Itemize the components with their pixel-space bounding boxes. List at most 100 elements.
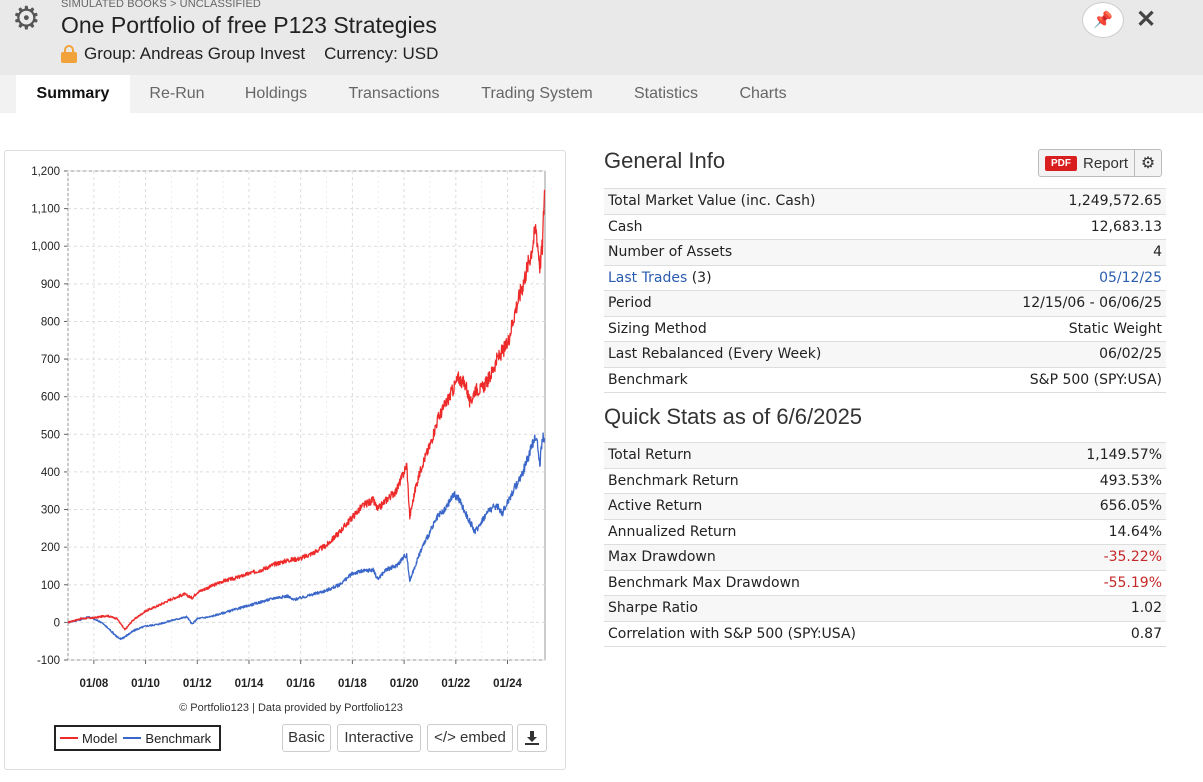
table-row: Benchmark Max Drawdown -55.19% [604, 571, 1166, 596]
table-row: Max Drawdown -35.22% [604, 545, 1166, 571]
download-icon [525, 731, 539, 745]
row-value: 12/15/06 - 06/06/25 [1022, 295, 1162, 312]
row-value: 1.02 [1130, 600, 1162, 617]
page-title: One Portfolio of free P123 Strategies [61, 12, 437, 38]
group-currency-row: Group: Andreas Group Invest Currency: US… [61, 44, 438, 64]
last-trades-date-link[interactable]: 05/12/25 [1099, 269, 1162, 286]
pin-icon: 📌 [1093, 12, 1113, 29]
y-tick-label: 400 [41, 467, 60, 479]
table-row: Sharpe Ratio 1.02 [604, 596, 1166, 622]
pin-button[interactable]: 📌 [1082, 2, 1124, 38]
y-tick-label: 900 [41, 279, 60, 291]
x-tick-label: 01/20 [390, 678, 419, 690]
quick-stats-table: Total Return 1,149.57% Benchmark Return … [604, 442, 1166, 647]
row-label: Active Return [608, 498, 703, 515]
row-label: Number of Assets [608, 244, 733, 261]
table-row: Annualized Return 14.64% [604, 520, 1166, 545]
tab-holdings[interactable]: Holdings [244, 85, 308, 102]
table-row: Number of Assets 4 [604, 240, 1166, 266]
x-tick-label: 01/08 [79, 678, 108, 690]
row-value: 4 [1153, 244, 1162, 261]
general-info-heading: General Info [604, 148, 726, 173]
table-row: Benchmark Return 493.53% [604, 469, 1166, 494]
tab-trading-system[interactable]: Trading System [481, 85, 593, 102]
row-value: Static Weight [1068, 320, 1162, 337]
report-button-group: PDF Report ⚙ [1038, 149, 1163, 177]
legend-model-swatch [60, 737, 78, 739]
page-header: ⚙ SIMULATED BOOKS > UNCLASSIFIED One Por… [0, 0, 1203, 75]
report-label: Report [1083, 154, 1129, 172]
close-icon[interactable]: ✕ [1135, 6, 1157, 33]
tab-charts[interactable]: Charts [739, 85, 787, 102]
model-series-line [67, 189, 546, 631]
row-label: Cash [608, 218, 643, 235]
currency-label: Currency: USD [324, 44, 439, 63]
x-tick-label: 01/24 [493, 678, 522, 690]
row-value: 0.87 [1130, 625, 1162, 642]
legend-benchmark-label[interactable]: Benchmark [145, 730, 212, 746]
legend-benchmark-swatch [123, 737, 142, 739]
embed-button[interactable]: </> embed [427, 724, 513, 752]
y-tick-label: 200 [41, 542, 60, 554]
tab-statistics[interactable]: Statistics [633, 85, 698, 102]
gear-icon[interactable]: ⚙ [12, 0, 41, 36]
basic-button[interactable]: Basic [282, 724, 331, 752]
last-trades-row-label: Last Trades (3) [608, 270, 712, 286]
table-row: Correlation with S&P 500 (SPY:USA) 0.87 [604, 622, 1166, 647]
y-tick-label: -100 [37, 655, 60, 667]
pdf-icon: PDF [1045, 155, 1077, 171]
chart-credit: © Portfolio123 | Data provided by Portfo… [179, 702, 403, 714]
pdf-report-button[interactable]: PDF Report [1039, 150, 1136, 176]
row-label: Total Return [608, 447, 692, 464]
x-tick-label: 01/22 [441, 678, 470, 690]
x-tick-label: 01/16 [286, 678, 315, 690]
row-label: Period [608, 295, 652, 312]
y-tick-label: 300 [41, 505, 60, 517]
performance-chart[interactable]: -100 0 100 200 300 400 500 600 700 800 900 1,000 1,1… [5, 151, 567, 701]
y-tick-label: 1,100 [31, 204, 60, 216]
row-value: 656.05% [1099, 498, 1162, 515]
table-row: Benchmark S&P 500 (SPY:USA) [604, 368, 1166, 393]
row-label: Total Market Value (inc. Cash) [608, 193, 816, 210]
table-row: Total Return 1,149.57% [604, 443, 1166, 469]
legend-model-label[interactable]: Model [82, 730, 118, 746]
x-tick-label: 01/14 [235, 678, 264, 690]
row-label: Last Rebalanced (Every Week) [608, 346, 822, 363]
row-label: Correlation with S&P 500 (SPY:USA) [608, 625, 856, 642]
y-tick-label: 0 [54, 617, 60, 629]
y-tick-label: 1,000 [31, 241, 60, 253]
row-value: 12,683.13 [1090, 218, 1162, 235]
table-row: Period 12/15/06 - 06/06/25 [604, 291, 1166, 317]
quick-stats-heading: Quick Stats as of 6/6/2025 [604, 404, 863, 429]
y-tick-label: 600 [41, 392, 60, 404]
table-row: Last Rebalanced (Every Week) 06/02/25 [604, 342, 1166, 368]
row-label: Benchmark [608, 371, 688, 388]
row-value: 14.64% [1108, 523, 1162, 540]
report-settings-gear-icon[interactable]: ⚙ [1140, 155, 1156, 172]
x-tick-label: 01/18 [338, 678, 367, 690]
last-trades-count: (3) [691, 269, 712, 286]
row-value-negative: -55.19% [1103, 574, 1162, 591]
y-tick-label: 1,200 [31, 166, 60, 178]
x-tick-label: 01/12 [183, 678, 212, 690]
row-label: Annualized Return [608, 523, 737, 540]
benchmark-series-line [67, 432, 546, 641]
tab-rerun[interactable]: Re-Run [149, 85, 205, 102]
tab-transactions[interactable]: Transactions [348, 85, 440, 102]
row-label: Benchmark Max Drawdown [608, 574, 800, 591]
lock-icon[interactable] [61, 45, 77, 63]
row-value: 06/02/25 [1099, 346, 1162, 363]
group-label: Group: Andreas Group Invest [84, 44, 306, 63]
chart-legend: Model Benchmark [54, 725, 221, 751]
y-tick-label: 800 [41, 316, 60, 328]
general-info-table: Total Market Value (inc. Cash) 1,249,572… [604, 188, 1166, 393]
row-label: Sizing Method [608, 320, 707, 337]
last-trades-link[interactable]: Last Trades [608, 269, 688, 286]
row-value: 1,249,572.65 [1068, 193, 1162, 210]
tab-summary[interactable]: Summary [16, 75, 130, 113]
breadcrumb[interactable]: SIMULATED BOOKS > UNCLASSIFIED [61, 0, 261, 10]
y-tick-label: 500 [41, 429, 60, 441]
interactive-button[interactable]: Interactive [337, 724, 421, 752]
row-value: 1,149.57% [1086, 447, 1162, 464]
download-button[interactable] [517, 724, 547, 752]
